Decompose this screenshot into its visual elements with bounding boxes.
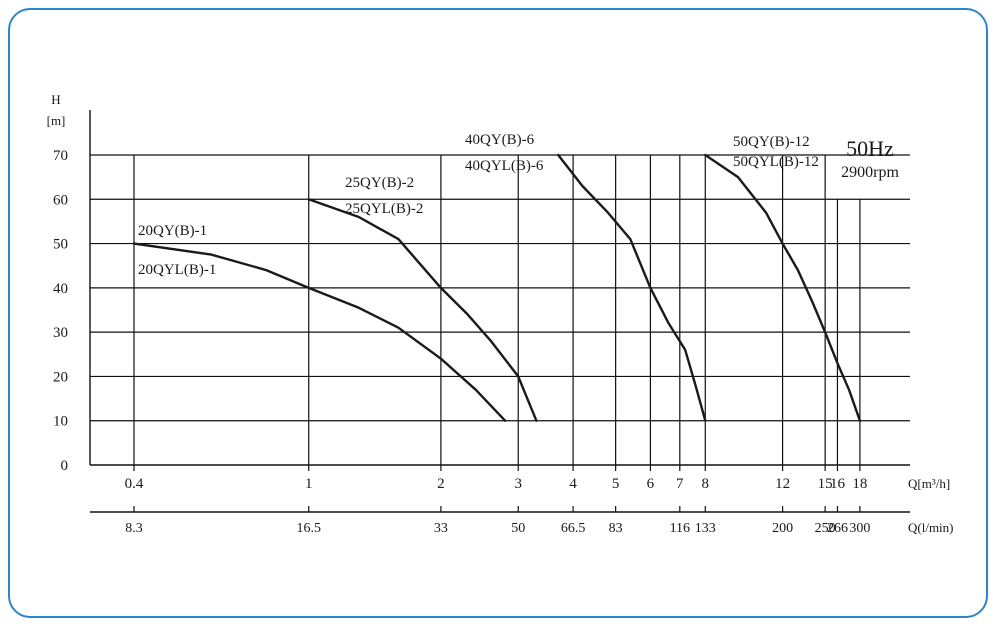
pump-curve-line — [704, 153, 862, 422]
series-label: 25QYL(B)-2 — [345, 201, 423, 217]
x-tick-label: 16 — [830, 476, 846, 492]
curves — [132, 153, 862, 422]
y-axis-label: H — [51, 92, 60, 107]
series-label: 40QYL(B)-6 — [465, 158, 544, 174]
y-tick-label: 50 — [53, 237, 68, 253]
series-label: 40QY(B)-6 — [465, 132, 535, 148]
x2-tick-label: 33 — [434, 521, 448, 536]
x-tick-label: 18 — [852, 476, 867, 492]
x-tick-label: 7 — [676, 476, 684, 492]
x2-axis-label: Q(l/min) — [908, 520, 954, 535]
x2-tick-label: 133 — [695, 521, 716, 536]
x-tick-label: 1 — [305, 476, 313, 492]
y-tick-label: 60 — [53, 192, 68, 208]
series-label: 25QY(B)-2 — [345, 175, 414, 191]
pump-curve-line — [307, 198, 538, 422]
series-label: 50QYL(B)-12 — [733, 154, 819, 170]
x2-tick-label: 83 — [609, 521, 623, 536]
y-tick-label: 0 — [61, 458, 69, 474]
y-tick-label: 30 — [53, 325, 68, 341]
x-tick-label: 2 — [437, 476, 445, 492]
pump-curve-line — [132, 242, 507, 422]
x2-tick-label: 200 — [772, 521, 793, 536]
x-tick-label: 4 — [569, 476, 577, 492]
x2-tick-label: 116 — [670, 521, 690, 536]
x2-tick-label: 250 — [815, 521, 836, 536]
x-tick-label: 6 — [647, 476, 655, 492]
speed-label: 2900rpm — [841, 164, 899, 181]
series-label: 20QY(B)-1 — [138, 223, 207, 239]
grid — [89, 110, 910, 513]
frequency-label: 50Hz — [846, 136, 894, 161]
x-tick-label: 0.4 — [125, 476, 144, 492]
series-label: 50QY(B)-12 — [733, 134, 810, 150]
x2-tick-label: 300 — [849, 521, 870, 536]
x-tick-label: 15 — [818, 476, 833, 492]
pump-curve-line — [557, 153, 707, 422]
x2-tick-label: 66.5 — [561, 521, 586, 536]
y-axis-unit: [m] — [47, 113, 66, 128]
y-tick-label: 40 — [53, 281, 68, 297]
x2-tick-label: 16.5 — [296, 521, 321, 536]
y-tick-label: 70 — [53, 148, 68, 164]
y-tick-label: 20 — [53, 369, 68, 385]
x-tick-label: 5 — [612, 476, 620, 492]
x2-tick-label: 50 — [511, 521, 525, 536]
y-tick-label: 10 — [53, 414, 68, 430]
x2-tick-label: 8.3 — [125, 521, 143, 536]
x-tick-label: 3 — [514, 476, 522, 492]
x2-tick-label: 266 — [827, 521, 848, 536]
x-tick-label: 8 — [702, 476, 710, 492]
x-axis-label: Q[m³/h] — [908, 476, 950, 491]
x-tick-label: 12 — [775, 476, 790, 492]
series-label: 20QYL(B)-1 — [138, 262, 216, 278]
